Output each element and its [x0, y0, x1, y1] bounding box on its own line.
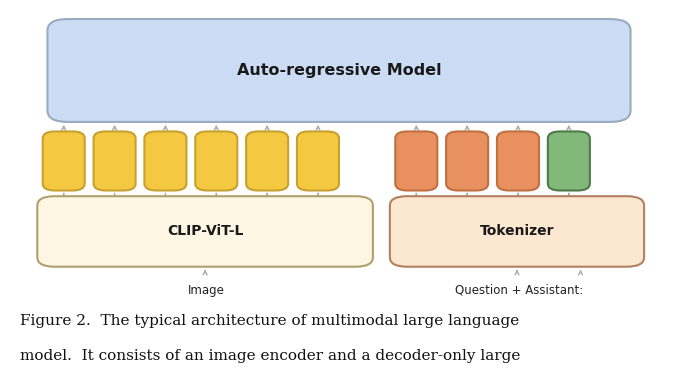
FancyBboxPatch shape	[195, 131, 237, 190]
FancyBboxPatch shape	[94, 131, 136, 190]
Text: CLIP-ViT-L: CLIP-ViT-L	[167, 224, 243, 239]
FancyBboxPatch shape	[47, 19, 631, 122]
FancyBboxPatch shape	[395, 131, 437, 190]
FancyBboxPatch shape	[43, 131, 85, 190]
Text: Auto-regressive Model: Auto-regressive Model	[237, 63, 441, 78]
FancyBboxPatch shape	[246, 131, 288, 190]
Text: Image: Image	[188, 284, 225, 297]
FancyBboxPatch shape	[144, 131, 186, 190]
FancyBboxPatch shape	[390, 196, 644, 267]
Text: Question + Assistant:: Question + Assistant:	[454, 284, 583, 297]
Text: model.  It consists of an image encoder and a decoder-only large: model. It consists of an image encoder a…	[20, 349, 521, 363]
FancyBboxPatch shape	[497, 131, 539, 190]
FancyBboxPatch shape	[37, 196, 373, 267]
FancyBboxPatch shape	[446, 131, 488, 190]
FancyBboxPatch shape	[297, 131, 339, 190]
Text: Tokenizer: Tokenizer	[480, 224, 554, 239]
FancyBboxPatch shape	[548, 131, 590, 190]
Text: Figure 2.  The typical architecture of multimodal large language: Figure 2. The typical architecture of mu…	[20, 314, 519, 328]
